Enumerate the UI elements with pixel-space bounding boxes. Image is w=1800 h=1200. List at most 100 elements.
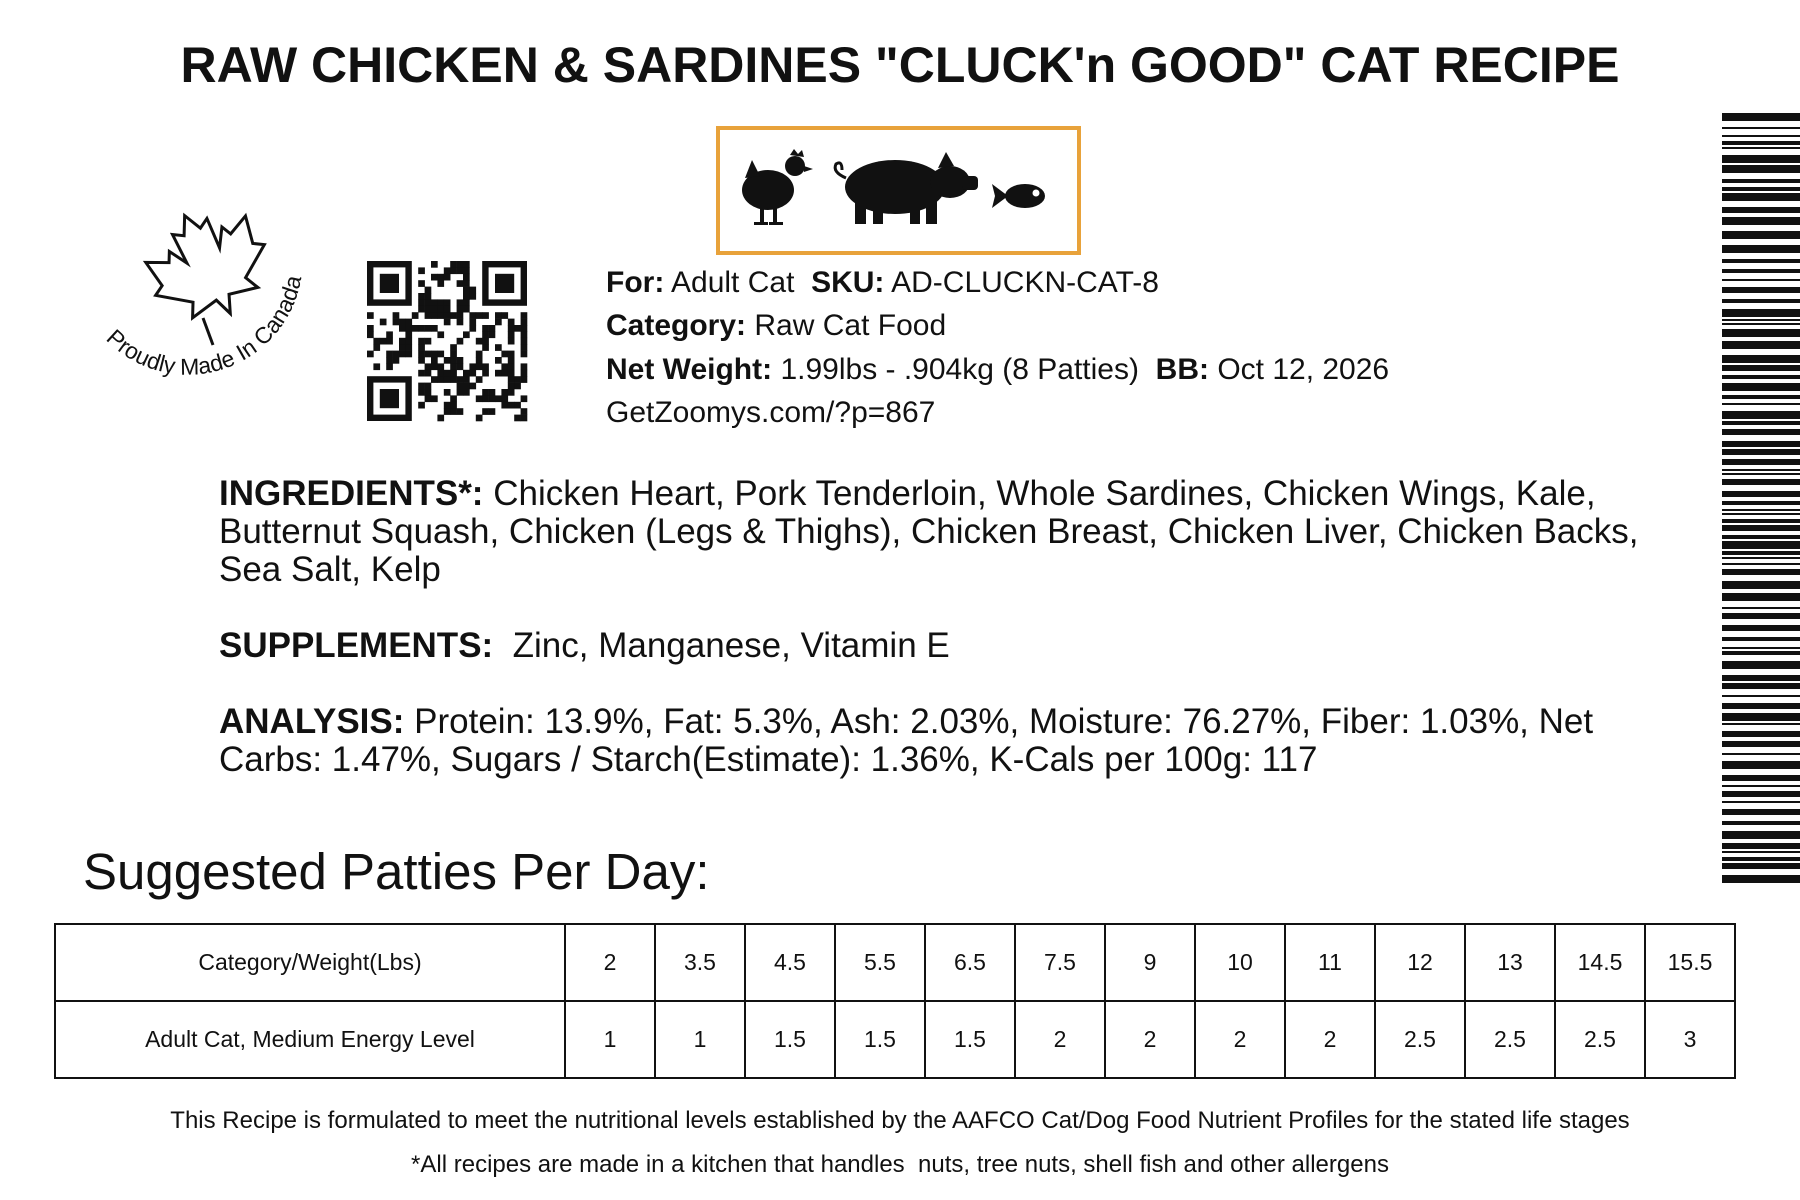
qr-finder-core [379,273,399,293]
qr-module [520,331,528,339]
row-label: Category/Weight(Lbs) [54,923,566,1002]
qr-module [507,382,515,390]
barcode-bar [1722,785,1800,787]
qr-module [469,382,477,390]
qr-module [418,350,425,358]
qr-module [437,331,445,339]
barcode-bar [1722,857,1800,861]
barcode-bar [1722,231,1800,239]
qr-module [418,325,425,332]
barcode-bar [1722,761,1800,769]
qr-module [507,376,515,383]
qr-module [456,382,464,390]
qr-module [431,299,438,307]
barcode-bar [1722,713,1800,721]
qr-module [456,363,464,371]
qr-module [443,357,451,364]
qr-module [424,350,432,358]
qr-module [507,318,515,326]
qr-module [443,305,451,313]
qr-module [514,376,521,383]
barcode-bar [1722,329,1800,337]
barcode-bar [1722,469,1800,471]
qr-module [373,363,381,371]
barcode-bar [1722,319,1800,321]
qr-module [443,389,451,396]
qr-module [431,350,438,358]
row-label: Adult Cat, Medium Energy Level [54,1000,566,1079]
qr-module [450,401,457,409]
qr-module [463,293,470,300]
qr-module [431,376,438,383]
barcode-bar [1722,843,1800,849]
qr-module [482,312,489,319]
maple-leaf [142,212,267,346]
cell: 3 [1644,1000,1736,1079]
barcode-bar [1722,491,1800,497]
barcode-bar [1722,563,1800,565]
qr-module [507,357,515,364]
barcode-bar [1722,309,1800,317]
qr-module [501,369,509,377]
qr-module [443,376,451,383]
barcode-bar [1722,775,1800,781]
qr-module [488,408,496,415]
barcode-bar [1722,741,1800,747]
qr-module [437,312,445,319]
qr-module [514,401,521,409]
qr-module [443,401,451,409]
qr-module [463,286,470,294]
qr-module [424,286,432,294]
qr-module [418,369,425,377]
barcode-bar [1722,473,1800,475]
qr-module [431,357,438,364]
qr-module [431,395,438,403]
cell: 1.5 [924,1000,1016,1079]
barcode-bar [1722,355,1800,363]
qr-module [418,344,425,351]
qr-module [463,331,470,339]
qr-module [443,273,451,281]
barcode-bar [1722,259,1800,263]
qr-module [456,312,464,319]
qr-module [469,318,477,326]
barcode-bar [1722,613,1800,619]
fish-icon [992,184,1045,208]
qr-module [443,318,451,326]
qr-module [469,312,477,319]
qr-module [501,395,509,403]
qr-module [463,369,470,377]
qr-module [437,363,445,371]
table-row: Adult Cat, Medium Energy Level 1 1 1.5 1.5 1.… [54,1000,1736,1079]
qr-module [424,382,432,390]
cell: 1.5 [744,1000,836,1079]
qr-module [399,318,406,326]
cell: 13 [1464,923,1556,1002]
bb-value: Oct 12, 2026 [1217,353,1390,386]
qr-module [450,376,457,383]
feeding-title: Suggested Patties Per Day: [83,843,710,900]
analysis: ANALYSIS: Protein: 13.9%, Fat: 5.3%, Ash… [219,703,1639,779]
cell: 2.5 [1374,1000,1466,1079]
feeding-table: Category/Weight(Lbs) 2 3.5 4.5 5.5 6.5 7.5 9 10 1… [54,923,1736,1079]
ingredients-label: INGREDIENTS*: [219,474,484,513]
supplements-label: SUPPLEMENTS: [219,626,494,665]
qr-module [424,299,432,307]
qr-module [424,389,432,396]
barcode-bar [1722,411,1800,419]
category-label: Category: [606,309,747,342]
qr-module [424,369,432,377]
barcode-bar [1722,791,1800,797]
qr-code [367,261,528,422]
barcode-bar [1722,279,1800,281]
qr-module [520,363,528,371]
url: GetZoomys.com/?p=867 [606,396,936,429]
qr-finder-core [379,389,399,409]
qr-module [405,350,413,358]
qr-module [411,312,419,319]
barcode-bar [1722,851,1800,853]
barcode-bar [1722,703,1800,709]
qr-module [450,408,457,415]
qr-module [399,337,406,345]
